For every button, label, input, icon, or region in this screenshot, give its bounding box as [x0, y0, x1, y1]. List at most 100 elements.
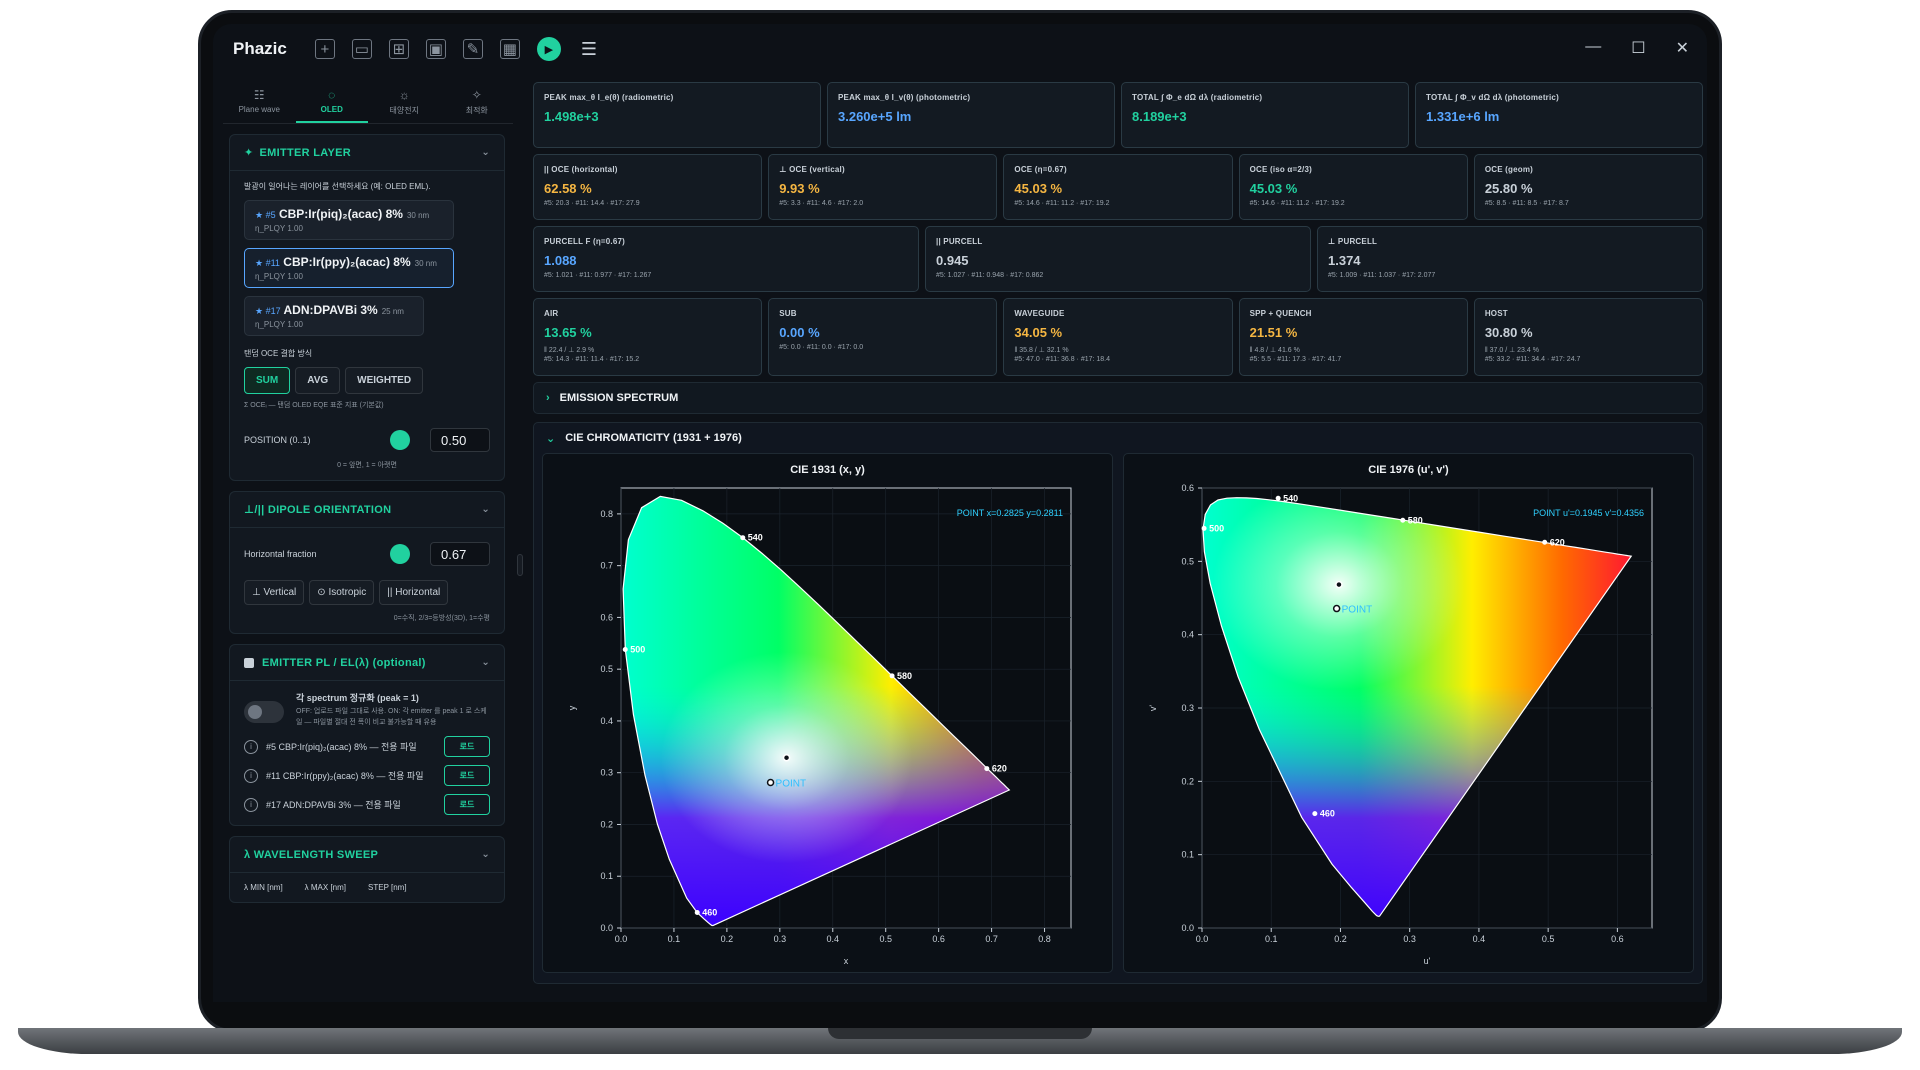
metric-value: 1.498e+3 — [544, 109, 599, 124]
vertical-button[interactable]: ⊥ Vertical — [244, 580, 305, 605]
load-button[interactable]: 로드 — [444, 736, 490, 757]
x-tick-label: 0.5 — [879, 934, 892, 944]
position-hint: 0 = 앞면, 1 = 아랫면 — [337, 462, 397, 469]
metric-breakdown: #5: 1.021 · #11: 0.977 · #17: 1.267 — [544, 272, 652, 279]
run-button[interactable]: ▶ — [536, 37, 561, 61]
horizontal-button[interactable]: || Horizontal — [379, 580, 449, 605]
x-tick-label: 0.8 — [1038, 934, 1051, 944]
sample-point — [1332, 604, 1341, 613]
load-button[interactable]: 로드 — [444, 794, 490, 815]
metric-breakdown: #5: 14.6 · #11: 11.2 · #17: 19.2 — [1249, 200, 1345, 207]
metric-split: ‖ 35.8 / ⊥ 32.1 % — [1014, 347, 1069, 354]
menu-icon[interactable]: ☰ — [580, 38, 597, 59]
tab-oled[interactable]: ◌ OLED — [295, 82, 368, 123]
white-point — [782, 753, 791, 762]
chevron-down-icon[interactable]: ⌄ — [481, 657, 490, 668]
position-input[interactable]: 0.50 — [430, 428, 490, 452]
y-tick-label: 0.0 — [1181, 923, 1194, 933]
isotropic-button[interactable]: ⊙ Isotropic — [309, 580, 375, 605]
x-tick-label: 0.7 — [985, 934, 998, 944]
new-file-icon[interactable]: + — [314, 39, 335, 59]
emitter-card-17[interactable]: ★ #17 ADN:DPAVBi 3% 25 nm η_PLQY 1.00 — [244, 296, 424, 336]
cie-section-header[interactable]: ⌄ CIE CHROMATICITY (1931 + 1976) — [546, 432, 742, 445]
add-layer-icon[interactable]: ⊞ — [388, 39, 409, 59]
metric-card: AIR 13.65 % ‖ 22.4 / ⊥ 2.9 % #5: 14.3 · #11… — [533, 298, 763, 376]
metrics-row-oce: || OCE (horizontal) 62.58 % #5: 20.3 · #11… — [533, 154, 1703, 220]
y-axis-label: v' — [1148, 705, 1158, 712]
combine-note: Σ OCEᵢ — 탠덤 OLED EQE 표준 지표 (기본값) — [244, 402, 384, 409]
sample-point — [766, 778, 775, 787]
metric-breakdown: #5: 5.5 · #11: 17.3 · #17: 41.7 — [1249, 356, 1342, 363]
emission-spectrum-section[interactable]: › EMISSION SPECTRUM — [533, 382, 1703, 414]
sum-button[interactable]: SUM — [244, 367, 291, 394]
bulb-icon: ◌ — [328, 88, 336, 102]
chevron-down-icon[interactable]: ⌄ — [481, 504, 490, 515]
app-logo: Phazic — [233, 39, 287, 58]
wavelength-sweep-panel: λ WAVELENGTH SWEEP ⌄ λ MIN [nm] λ MAX [n… — [229, 836, 505, 903]
table-icon[interactable]: ▦ — [499, 39, 520, 59]
emitter-layer-header[interactable]: ✦ EMITTER LAYER ⌄ — [230, 135, 504, 171]
metric-title: OCE (iso α=2/3) — [1249, 165, 1312, 174]
checkbox-icon[interactable] — [244, 657, 254, 668]
metric-value: 45.03 % — [1249, 181, 1298, 196]
avg-button[interactable]: AVG — [295, 367, 341, 394]
metric-breakdown: #5: 8.5 · #11: 8.5 · #17: 8.7 — [1484, 200, 1569, 207]
metric-value: 1.374 — [1328, 253, 1361, 268]
tab-plane-wave[interactable]: ☷ Plane wave — [223, 82, 296, 123]
emitter-icon: ✦ — [244, 147, 254, 159]
chevron-down-icon[interactable]: ⌄ — [481, 147, 490, 158]
minimize-icon[interactable]: — — [1585, 38, 1602, 55]
emitter-card-11[interactable]: ★ #11 CBP:Ir(ppy)₂(acac) 8% 30 nm η_PLQY … — [244, 248, 454, 288]
metric-value: 21.51 % — [1249, 325, 1298, 340]
tab-optimize[interactable]: ✧ 최적화 — [441, 82, 514, 123]
normalize-toggle[interactable] — [244, 701, 284, 723]
metric-value: 0.945 — [936, 253, 969, 268]
load-button[interactable]: 로드 — [444, 765, 490, 786]
y-axis-label: y — [567, 705, 577, 710]
weighted-button[interactable]: WEIGHTED — [345, 367, 424, 394]
locus-label: 460 — [1320, 809, 1335, 819]
metric-card: || PURCELL 0.945 #5: 1.027 · #11: 0.948 · … — [925, 226, 1311, 292]
splitter-handle[interactable] — [517, 554, 523, 576]
maximize-icon[interactable]: ☐ — [1631, 40, 1646, 57]
metric-title: TOTAL ∫ Φ_v dΩ dλ (photometric) — [1426, 93, 1559, 102]
sidebar-tabs: ☷ Plane wave ◌ OLED ☼ 태양전지 ✧ 최적화 — [223, 82, 513, 124]
metric-split: ‖ 22.4 / ⊥ 2.9 % — [544, 347, 595, 354]
y-tick-label: 0.4 — [1181, 630, 1194, 640]
x-tick-label: 0.3 — [1403, 934, 1416, 944]
emitter-card-5[interactable]: ★ #5 CBP:Ir(piq)₂(acac) 8% 30 nm η_PLQY 1… — [244, 200, 454, 240]
locus-marker — [1542, 539, 1548, 545]
close-icon[interactable]: ✕ — [1675, 40, 1689, 57]
save-icon[interactable]: ▣ — [425, 39, 446, 59]
position-slider[interactable] — [390, 430, 410, 450]
metric-value: 0.00 % — [779, 325, 820, 340]
chevron-down-icon[interactable]: ⌄ — [481, 849, 490, 860]
cie-section: ⌄ CIE CHROMATICITY (1931 + 1976) CIE 193… — [533, 422, 1703, 984]
locus-marker — [1400, 517, 1406, 523]
horizontal-fraction-input[interactable]: 0.67 — [430, 542, 490, 566]
position-slider-row: POSITION (0..1) 0.50 — [244, 428, 490, 452]
wavelength-sweep-header[interactable]: λ WAVELENGTH SWEEP ⌄ — [230, 837, 504, 873]
horizontal-fraction-slider[interactable] — [390, 544, 410, 564]
chevron-right-icon: › — [546, 392, 550, 404]
metric-value: 45.03 % — [1014, 181, 1063, 196]
x-axis-label: x — [844, 956, 849, 966]
metric-card: HOST 30.80 % ‖ 37.0 / ⊥ 23.4 % #5: 33.2 · #… — [1473, 298, 1703, 376]
y-tick-label: 0.8 — [600, 509, 613, 519]
x-tick-label: 0.6 — [1611, 934, 1624, 944]
emitter-pl-header[interactable]: EMITTER PL / EL(λ) (optional) ⌄ — [230, 645, 504, 681]
open-folder-icon[interactable]: ▭ — [351, 39, 372, 59]
dipole-header[interactable]: ⊥/|| DIPOLE ORIENTATION ⌄ — [230, 492, 504, 528]
metric-title: || OCE (horizontal) — [544, 165, 618, 174]
metric-title: SPP + QUENCH — [1249, 309, 1312, 318]
tab-solar[interactable]: ☼ 태양전지 — [368, 82, 441, 123]
point-readout: POINT u'=0.1945 v'=0.4356 — [1533, 508, 1644, 518]
locus-label: 580 — [1408, 515, 1423, 525]
metric-card: PEAK max_θ I_v(θ) (photometric) 3.260e+5 … — [827, 82, 1115, 148]
titlebar: Phazic + ▭ ⊞ ▣ ✎ ▦ ▶ ☰ — ☐ ✕ — [213, 24, 1707, 74]
locus-label: 460 — [702, 907, 717, 917]
metric-card: PEAK max_θ I_e(θ) (radiometric) 1.498e+3 — [533, 82, 821, 148]
metric-split: ‖ 4.8 / ⊥ 41.6 % — [1249, 347, 1300, 354]
locus-marker — [622, 647, 628, 653]
save-as-icon[interactable]: ✎ — [462, 39, 483, 59]
